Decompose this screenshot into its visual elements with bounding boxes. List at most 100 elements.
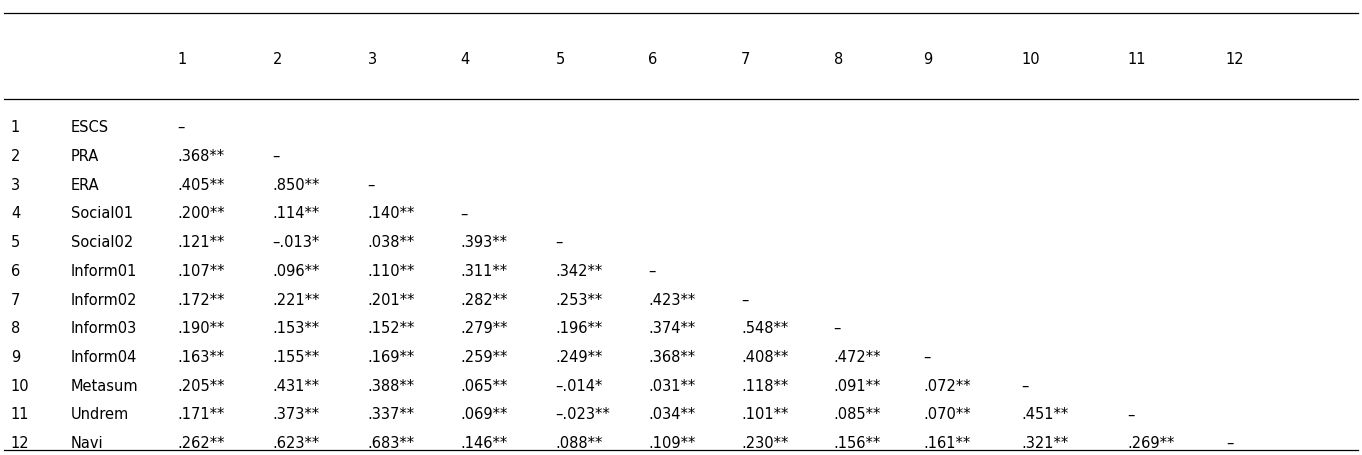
Text: ERA: ERA (71, 177, 99, 192)
Text: .321**: .321** (1022, 435, 1069, 450)
Text: 2: 2 (272, 52, 282, 66)
Text: .388**: .388** (368, 378, 415, 393)
Text: .368**: .368** (648, 349, 696, 364)
Text: .269**: .269** (1128, 435, 1175, 450)
Text: 3: 3 (368, 52, 377, 66)
Text: .085**: .085** (834, 407, 881, 421)
Text: .031**: .031** (648, 378, 696, 393)
Text: .342**: .342** (556, 263, 603, 278)
Text: –: – (368, 177, 375, 192)
Text: .623**: .623** (272, 435, 320, 450)
Text: .038**: .038** (368, 235, 415, 249)
Text: 5: 5 (556, 52, 565, 66)
Text: .279**: .279** (460, 321, 508, 335)
Text: .221**: .221** (272, 292, 320, 307)
Text: .393**: .393** (460, 235, 508, 249)
Text: 9: 9 (923, 52, 933, 66)
Text: .201**: .201** (368, 292, 415, 307)
Text: .072**: .072** (923, 378, 971, 393)
Text: –: – (1128, 407, 1135, 421)
Text: .200**: .200** (177, 206, 225, 221)
Text: –: – (1226, 435, 1233, 450)
Text: .152**: .152** (368, 321, 415, 335)
Text: –: – (648, 263, 655, 278)
Text: .850**: .850** (272, 177, 320, 192)
Text: 11: 11 (1128, 52, 1147, 66)
Text: .140**: .140** (368, 206, 415, 221)
Text: .451**: .451** (1022, 407, 1069, 421)
Text: .373**: .373** (272, 407, 320, 421)
Text: .107**: .107** (177, 263, 225, 278)
Text: .065**: .065** (460, 378, 508, 393)
Text: 8: 8 (11, 321, 20, 335)
Text: .259**: .259** (460, 349, 508, 364)
Text: Social01: Social01 (71, 206, 133, 221)
Text: .253**: .253** (556, 292, 603, 307)
Text: 5: 5 (11, 235, 20, 249)
Text: Undrem: Undrem (71, 407, 129, 421)
Text: –.013*: –.013* (272, 235, 320, 249)
Text: 7: 7 (741, 52, 750, 66)
Text: .311**: .311** (460, 263, 508, 278)
Text: .034**: .034** (648, 407, 696, 421)
Text: 9: 9 (11, 349, 20, 364)
Text: 2: 2 (11, 149, 20, 163)
Text: 6: 6 (648, 52, 658, 66)
Text: Inform03: Inform03 (71, 321, 138, 335)
Text: .109**: .109** (648, 435, 696, 450)
Text: 4: 4 (11, 206, 20, 221)
Text: .171**: .171** (177, 407, 225, 421)
Text: .156**: .156** (834, 435, 881, 450)
Text: –: – (741, 292, 748, 307)
Text: –.014*: –.014* (556, 378, 603, 393)
Text: 12: 12 (11, 435, 30, 450)
Text: ESCS: ESCS (71, 120, 109, 135)
Text: .374**: .374** (648, 321, 696, 335)
Text: 8: 8 (834, 52, 843, 66)
Text: 10: 10 (11, 378, 30, 393)
Text: .282**: .282** (460, 292, 508, 307)
Text: .368**: .368** (177, 149, 225, 163)
Text: 1: 1 (177, 52, 187, 66)
Text: .121**: .121** (177, 235, 225, 249)
Text: 3: 3 (11, 177, 20, 192)
Text: .408**: .408** (741, 349, 789, 364)
Text: .169**: .169** (368, 349, 415, 364)
Text: 7: 7 (11, 292, 20, 307)
Text: .088**: .088** (556, 435, 603, 450)
Text: Inform04: Inform04 (71, 349, 138, 364)
Text: 6: 6 (11, 263, 20, 278)
Text: .196**: .196** (556, 321, 603, 335)
Text: .146**: .146** (460, 435, 508, 450)
Text: .431**: .431** (272, 378, 320, 393)
Text: –: – (834, 321, 840, 335)
Text: .114**: .114** (272, 206, 320, 221)
Text: .548**: .548** (741, 321, 789, 335)
Text: Social02: Social02 (71, 235, 133, 249)
Text: .423**: .423** (648, 292, 696, 307)
Text: .405**: .405** (177, 177, 225, 192)
Text: .101**: .101** (741, 407, 789, 421)
Text: –: – (272, 149, 279, 163)
Text: .262**: .262** (177, 435, 225, 450)
Text: .155**: .155** (272, 349, 320, 364)
Text: .472**: .472** (834, 349, 881, 364)
Text: Inform02: Inform02 (71, 292, 138, 307)
Text: Navi: Navi (71, 435, 104, 450)
Text: .249**: .249** (556, 349, 603, 364)
Text: .683**: .683** (368, 435, 415, 450)
Text: .230**: .230** (741, 435, 789, 450)
Text: –: – (177, 120, 184, 135)
Text: PRA: PRA (71, 149, 99, 163)
Text: .153**: .153** (272, 321, 320, 335)
Text: .161**: .161** (923, 435, 971, 450)
Text: Inform01: Inform01 (71, 263, 138, 278)
Text: .118**: .118** (741, 378, 789, 393)
Text: –: – (923, 349, 930, 364)
Text: .091**: .091** (834, 378, 881, 393)
Text: 12: 12 (1226, 52, 1245, 66)
Text: –: – (1022, 378, 1028, 393)
Text: .205**: .205** (177, 378, 225, 393)
Text: 4: 4 (460, 52, 470, 66)
Text: .190**: .190** (177, 321, 225, 335)
